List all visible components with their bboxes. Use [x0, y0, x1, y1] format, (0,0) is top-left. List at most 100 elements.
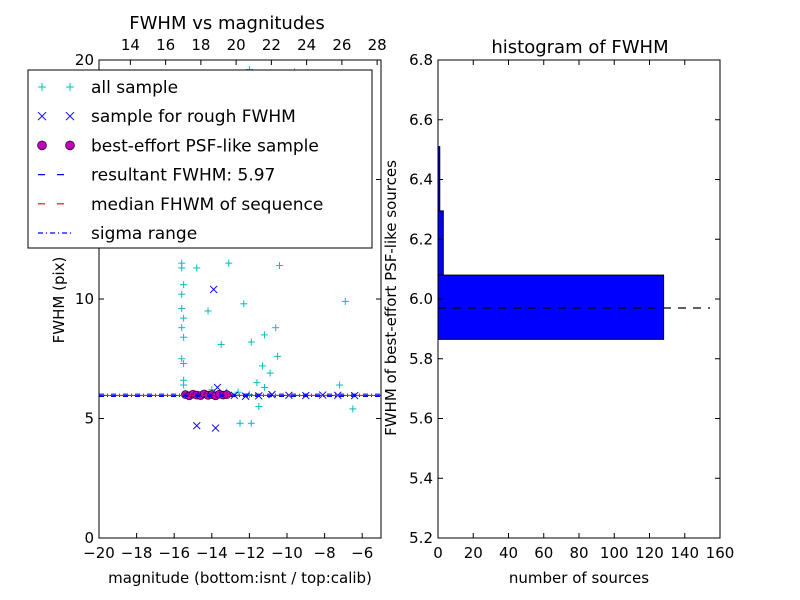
y-tick-label: 10	[75, 290, 94, 308]
x-tick-label: −10	[271, 544, 303, 562]
all-sample-point	[180, 360, 188, 368]
rough-fwhm-point	[192, 421, 201, 430]
x-tick-label: −20	[83, 544, 115, 562]
histogram-bar	[437, 210, 444, 276]
legend-label: median FHWM of sequence	[91, 195, 323, 215]
x-tick-label: 80	[569, 544, 588, 562]
legend-entry: all sample	[38, 78, 178, 98]
y-tick-label: 5.4	[409, 469, 433, 487]
all-sample-point	[178, 264, 186, 272]
y-tick-label: 5	[84, 410, 94, 428]
x-tick-label: 100	[600, 544, 629, 562]
all-sample-point	[180, 314, 188, 322]
x-b	[213, 383, 222, 392]
x-b	[65, 111, 75, 121]
y-tick-label: 5.6	[409, 410, 433, 428]
x-tick-label: 140	[670, 544, 699, 562]
left-x-axis-label: magnitude (bottom:isnt / top:calib)	[108, 569, 372, 587]
all-sample-point	[225, 259, 233, 267]
top-tick-label: 14	[121, 36, 140, 54]
y-tick-label: 6.4	[409, 171, 433, 189]
right-axis-ticks: 0 20 40 60 80 100 120 140 160 5.2 5.4 5.6 5.8 6.0 6.2 6…	[409, 51, 734, 562]
all-sample-point	[178, 290, 186, 298]
legend-entry: median FHWM of sequence	[38, 195, 323, 215]
legend-entry: sample for rough FWHM	[37, 107, 296, 127]
legend-label: sigma range	[91, 224, 197, 244]
all-sample-point	[178, 324, 186, 332]
all-sample-point	[247, 338, 255, 346]
top-tick-label: 18	[191, 36, 210, 54]
y-tick-label: 5.2	[409, 529, 433, 547]
all-sample-point	[275, 262, 283, 270]
top-tick-label: 20	[227, 36, 246, 54]
top-tick-label: 28	[368, 36, 387, 54]
histogram-bars	[437, 146, 665, 340]
rough-fwhm-point	[209, 285, 218, 294]
x-tick-label: 0	[433, 544, 443, 562]
all-sample-point	[247, 419, 255, 427]
all-sample-point	[341, 297, 349, 305]
all-sample-point	[255, 403, 263, 411]
y-tick-label: 6.8	[409, 51, 433, 69]
legend-label: all sample	[91, 78, 178, 98]
top-tick-label: 16	[156, 36, 175, 54]
all-sample-point	[178, 355, 186, 363]
all-sample-point	[253, 379, 261, 387]
x-tick-label: −18	[121, 544, 153, 562]
x-b	[211, 424, 220, 432]
legend-marker	[66, 83, 74, 91]
all-sample-point	[259, 362, 267, 370]
all-sample-point	[336, 381, 344, 389]
legend-box	[27, 69, 373, 249]
x-tick-label: −8	[314, 544, 336, 562]
y-tick-label: 6.0	[409, 290, 433, 308]
all-sample-point	[260, 383, 268, 391]
all-sample-point	[349, 405, 357, 413]
x-tick-label: 20	[464, 544, 483, 562]
legend-entry: sigma range	[38, 224, 197, 244]
legend-marker	[65, 140, 75, 151]
legend: all sample sample for rough FWHM best-effo…	[27, 69, 373, 249]
all-sample-point	[266, 369, 274, 377]
legend-entry: resultant FWHM: 5.97	[38, 166, 275, 186]
all-sample-point	[272, 324, 280, 332]
x-b	[37, 111, 47, 121]
top-tick-label: 24	[297, 36, 316, 54]
x-tick-label: 120	[635, 544, 664, 562]
legend-marker	[37, 111, 47, 121]
x-b	[209, 285, 218, 294]
left-chart-title: FWHM vs magnitudes	[129, 13, 324, 34]
y-tick-label: 0	[84, 529, 94, 547]
legend-marker	[65, 111, 75, 121]
fwhm-histogram-panel: histogram of FWHM 0 20 40 60 80 100 120 140 160 5…	[382, 37, 734, 587]
y-tick-label: 20	[75, 51, 94, 69]
x-tick-label: 60	[534, 544, 553, 562]
all-sample-point	[236, 419, 244, 427]
all-sample-point	[180, 333, 188, 341]
all-sample-point	[217, 340, 225, 348]
top-tick-label: 22	[262, 36, 281, 54]
all-sample-point	[260, 331, 268, 339]
all-sample-point	[180, 381, 188, 389]
x-tick-label: −6	[351, 544, 373, 562]
y-tick-label: 6.2	[409, 230, 433, 248]
all-sample-point	[274, 352, 282, 360]
right-y-axis-label: FWHM of best-effort PSF-like sources	[382, 160, 400, 436]
x-tick-label: 160	[706, 544, 735, 562]
all-sample-point	[178, 305, 186, 313]
legend-entries: all sample sample for rough FWHM best-effo…	[37, 78, 323, 244]
x-tick-label: −12	[234, 544, 266, 562]
all-sample-point	[204, 307, 212, 315]
reference-lines	[99, 393, 381, 398]
legend-label: sample for rough FWHM	[91, 107, 296, 127]
psf-like-point	[222, 390, 232, 399]
histogram-bar	[437, 274, 665, 340]
legend-label: best-effort PSF-like sample	[91, 136, 319, 156]
x-b	[192, 421, 201, 430]
right-chart-title: histogram of FWHM	[491, 37, 668, 58]
legend-entry: best-effort PSF-like sample	[37, 136, 319, 156]
legend-label: resultant FWHM: 5.97	[91, 166, 275, 186]
legend-marker	[37, 140, 47, 151]
all-sample-point	[180, 281, 188, 289]
